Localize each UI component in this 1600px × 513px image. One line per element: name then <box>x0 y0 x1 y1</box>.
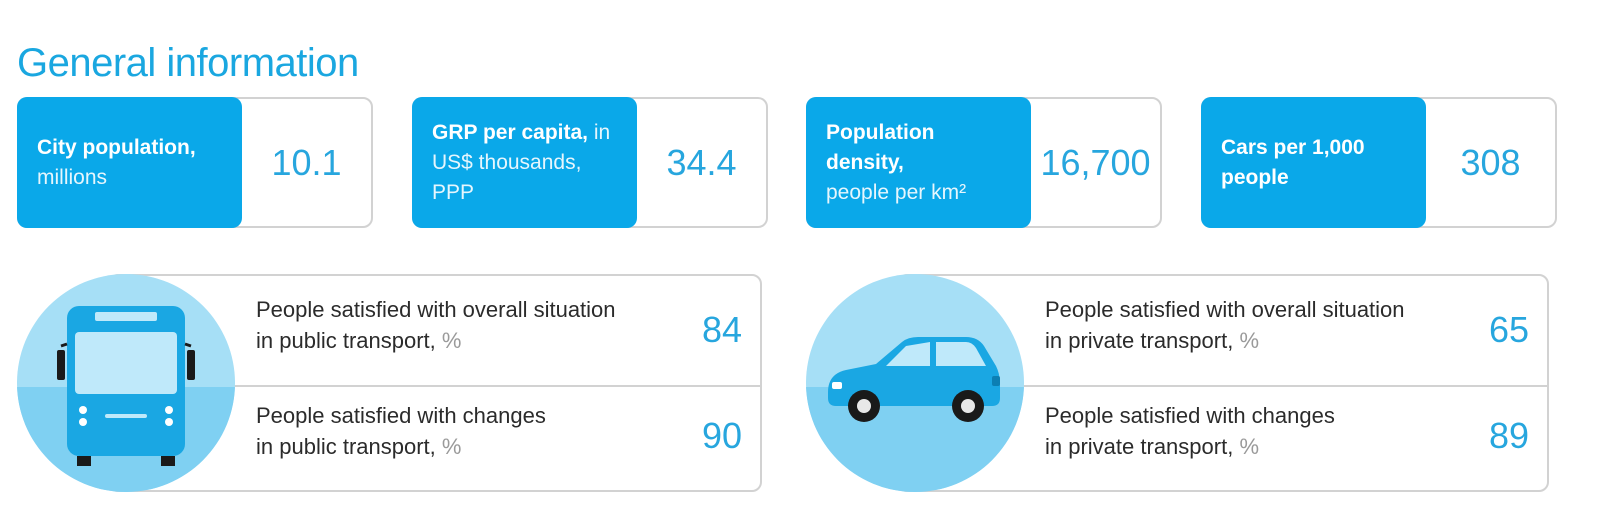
stat-card-label-box: GRP per capita, in US$ thousands, PPP <box>412 97 637 228</box>
stat-card-city-population: City population, millions 10.1 <box>17 97 373 228</box>
divider <box>110 385 760 387</box>
public-overall-value: 84 <box>701 309 742 350</box>
unit-label: % <box>441 434 462 459</box>
label-line: in public transport, <box>256 328 436 353</box>
stat-card-value: 16,700 <box>1040 141 1151 183</box>
label-line: People satisfied with overall situation <box>256 297 616 322</box>
label-line: People satisfied with overall situation <box>1045 297 1405 322</box>
public-changes-label: People satisfied with changes in public … <box>256 400 546 462</box>
unit-label: % <box>441 328 462 353</box>
stat-card-population-density: Population density, people per km² 16,70… <box>806 97 1162 228</box>
stat-card-label-box: Population density, people per km² <box>806 97 1031 228</box>
stat-card-unit: millions <box>37 165 108 189</box>
stat-card-label-box: Cars per 1,000 people <box>1201 97 1426 228</box>
private-overall-value: 65 <box>1488 309 1529 350</box>
bus-icon <box>17 274 235 492</box>
private-overall-label: People satisfied with overall situation … <box>1045 294 1405 356</box>
stat-card-value: 34.4 <box>666 141 737 183</box>
label-line: People satisfied with changes <box>1045 403 1335 428</box>
public-overall-label: People satisfied with overall situation … <box>256 294 616 356</box>
label-line: in public transport, <box>256 434 436 459</box>
label-line: People satisfied with changes <box>256 403 546 428</box>
stat-card-unit: people per km² <box>826 180 967 204</box>
private-changes-value: 89 <box>1488 415 1529 456</box>
label-line: in private transport, <box>1045 434 1234 459</box>
car-icon <box>806 274 1024 492</box>
stat-card-unit: in US$ thousands, PPP <box>432 120 611 204</box>
stat-card-grp-per-capita: GRP per capita, in US$ thousands, PPP 34… <box>412 97 768 228</box>
label-line: in private transport, <box>1045 328 1234 353</box>
public-changes-value: 90 <box>701 415 742 456</box>
stat-card-label: Cars per 1,000 people <box>1221 135 1365 189</box>
private-changes-label: People satisfied with changes in private… <box>1045 400 1335 462</box>
stat-card-value: 10.1 <box>271 141 342 183</box>
stat-card-label-box: City population, millions <box>17 97 242 228</box>
stat-card-label: GRP per capita, <box>432 120 589 144</box>
unit-label: % <box>1239 328 1259 353</box>
page-title: General information <box>17 40 359 85</box>
divider <box>899 385 1547 387</box>
stat-card-label: City population, <box>37 135 196 159</box>
unit-label: % <box>1239 434 1259 459</box>
stat-card-cars-per-1000: Cars per 1,000 people 308 <box>1201 97 1557 228</box>
stat-card-label: Population density, <box>826 120 935 174</box>
stat-card-value: 308 <box>1460 141 1521 183</box>
